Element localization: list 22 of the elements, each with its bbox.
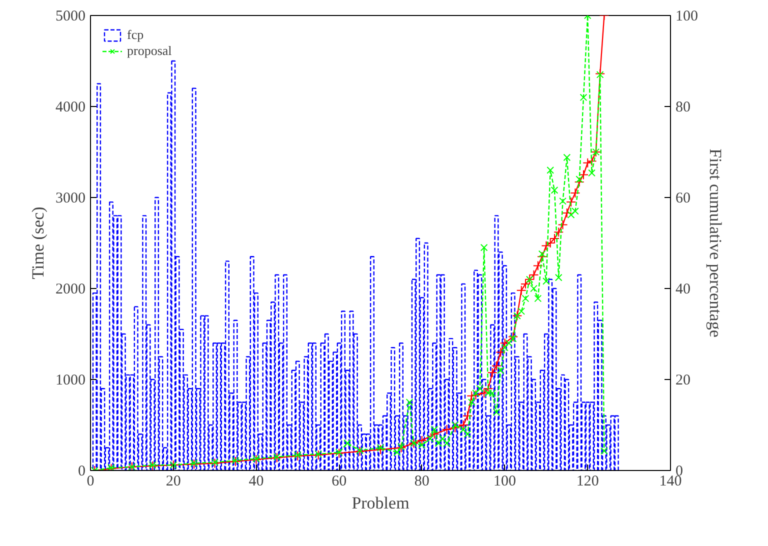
x-tick-label: 60 — [332, 474, 347, 490]
y2-axis-title: First cumulative percentage — [706, 148, 725, 338]
x-tick-label: 120 — [576, 474, 599, 490]
y-tick-label: 2000 — [56, 282, 86, 298]
legend-label: proposal — [127, 43, 172, 59]
y2-tick-label: 60 — [676, 190, 690, 206]
y2-tick-label: 40 — [676, 282, 690, 298]
y-tick-label: 5000 — [56, 8, 86, 24]
x-tick-label: 20 — [166, 474, 181, 490]
x-tick-label: 80 — [414, 474, 430, 490]
y-tick-label: 1000 — [56, 372, 86, 388]
x-axis-title: Problem — [352, 494, 410, 512]
y-tick-label: 3000 — [56, 190, 86, 206]
x-tick-label: 40 — [248, 474, 264, 490]
legend-label: fcp — [127, 27, 145, 43]
y2-tick-label: 100 — [676, 8, 698, 24]
x-tick-label: 100 — [494, 474, 516, 490]
y-tick-label: 4000 — [56, 100, 86, 116]
y-tick-label: 0 — [78, 464, 86, 480]
y-axis-title: Time (sec) — [28, 206, 48, 280]
y2-tick-label: 20 — [676, 372, 690, 388]
y2-tick-label: 80 — [676, 100, 690, 116]
